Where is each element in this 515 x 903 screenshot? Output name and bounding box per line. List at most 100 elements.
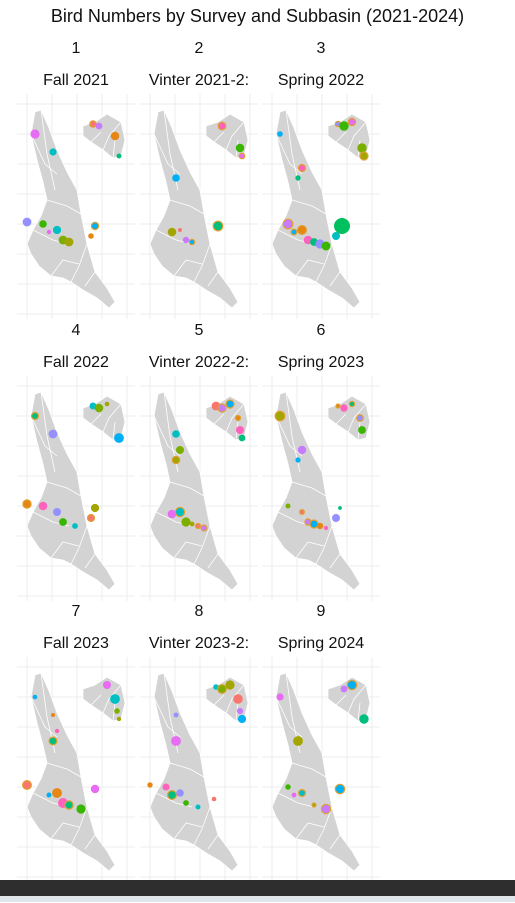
bird-count-marker bbox=[116, 716, 122, 722]
subbasin-boundary bbox=[347, 684, 367, 714]
bird-count-marker bbox=[90, 503, 100, 513]
subbasin-boundary bbox=[207, 834, 219, 850]
subbasin-boundary bbox=[169, 199, 205, 215]
bird-count-marker bbox=[323, 525, 329, 531]
subbasin-map bbox=[262, 94, 380, 319]
subbasin-boundary bbox=[213, 131, 225, 143]
subbasin-boundary bbox=[291, 481, 327, 497]
bird-count-marker bbox=[110, 131, 120, 141]
bird-count-marker bbox=[22, 499, 32, 509]
subbasin-boundary bbox=[84, 553, 96, 569]
subbasin-boundary bbox=[30, 133, 58, 175]
bird-count-marker bbox=[339, 121, 349, 131]
bird-count-marker bbox=[64, 237, 74, 247]
bird-count-marker bbox=[86, 513, 96, 523]
bird-count-marker bbox=[95, 122, 103, 130]
bird-count-marker bbox=[238, 434, 246, 442]
panel-survey-label: Vinter 2021-2: bbox=[148, 72, 250, 89]
figure-title: Bird Numbers by Survey and Subbasin (202… bbox=[50, 6, 465, 26]
subbasin-boundary bbox=[70, 525, 88, 565]
bird-count-marker bbox=[195, 804, 201, 810]
bird-count-marker bbox=[285, 503, 291, 509]
panel-number: 5 bbox=[194, 322, 204, 339]
subbasin-boundary bbox=[50, 259, 80, 277]
bird-count-marker bbox=[293, 736, 303, 746]
panel-survey-label: Fall 2021 bbox=[43, 72, 109, 89]
subbasin-boundary bbox=[329, 553, 341, 569]
subbasin-boundary bbox=[153, 696, 181, 738]
bird-count-marker bbox=[277, 131, 283, 137]
bird-count-marker-large bbox=[334, 218, 350, 234]
bird-count-marker bbox=[172, 174, 180, 182]
subbasin-boundary bbox=[112, 421, 116, 441]
bird-count-marker bbox=[21, 779, 33, 790]
subbasin-map bbox=[17, 94, 135, 319]
subbasin-boundary bbox=[84, 834, 96, 850]
subbasin-boundary bbox=[295, 822, 325, 840]
subbasin-boundary bbox=[50, 822, 80, 840]
panel-number: 9 bbox=[316, 603, 326, 620]
subbasin-boundary bbox=[329, 834, 341, 850]
bird-count-marker bbox=[338, 506, 342, 510]
subbasin-boundary bbox=[90, 131, 102, 143]
subbasin-boundary bbox=[112, 702, 116, 722]
bird-count-marker bbox=[174, 506, 186, 518]
bird-count-marker bbox=[334, 783, 346, 795]
bird-count-marker bbox=[358, 426, 366, 434]
bird-count-marker bbox=[30, 411, 40, 421]
subbasin-boundary bbox=[84, 271, 96, 287]
panel-8: 8 Vinter 2023-2: bbox=[140, 603, 258, 903]
bird-count-marker bbox=[114, 708, 120, 714]
bird-count-marker bbox=[285, 784, 291, 790]
subbasin-boundary bbox=[102, 684, 122, 714]
bird-count-marker bbox=[183, 800, 189, 806]
bird-count-marker bbox=[178, 228, 182, 232]
subbasin-boundary bbox=[295, 541, 325, 559]
bird-count-marker bbox=[311, 802, 317, 808]
bird-count-marker bbox=[51, 713, 55, 717]
panel-9: 9 Spring 2024 bbox=[262, 603, 380, 903]
bird-count-marker bbox=[332, 514, 340, 522]
bird-count-marker bbox=[295, 175, 301, 181]
bird-count-marker bbox=[234, 414, 242, 422]
subbasin-boundary bbox=[173, 541, 203, 559]
subbasin-boundary bbox=[30, 696, 58, 738]
footer-bar bbox=[0, 880, 515, 896]
bird-count-marker bbox=[321, 241, 331, 251]
bird-count-marker bbox=[188, 238, 196, 246]
subbasin-boundary bbox=[315, 806, 333, 846]
bird-count-marker bbox=[359, 151, 369, 161]
panel-number: 4 bbox=[71, 322, 81, 339]
main-basin-shape bbox=[149, 109, 239, 309]
subbasin-map bbox=[262, 376, 380, 601]
subbasin-boundary bbox=[40, 391, 56, 473]
subbasin-boundary bbox=[347, 121, 367, 151]
footer-strip bbox=[0, 896, 515, 902]
panel-number: 3 bbox=[316, 40, 326, 57]
subbasin-boundary bbox=[169, 762, 205, 778]
bird-count-marker bbox=[46, 792, 52, 798]
bird-count-marker bbox=[236, 707, 244, 715]
bird-count-marker bbox=[59, 518, 67, 526]
bird-count-marker bbox=[356, 414, 364, 422]
subbasin-boundary bbox=[46, 762, 82, 778]
subbasin-boundary bbox=[173, 259, 203, 277]
subbasin-map bbox=[17, 657, 135, 882]
subbasin-boundary bbox=[225, 121, 245, 151]
bird-count-marker bbox=[274, 410, 286, 422]
bird-count-marker bbox=[295, 457, 301, 463]
bird-count-marker bbox=[316, 522, 324, 530]
subbasin-boundary bbox=[295, 259, 325, 277]
bird-count-marker bbox=[167, 227, 177, 237]
bird-count-marker bbox=[110, 694, 120, 704]
subbasin-boundary bbox=[277, 792, 315, 808]
bird-count-marker bbox=[172, 430, 180, 438]
subbasin-boundary bbox=[207, 553, 219, 569]
panel-survey-label: Spring 2023 bbox=[277, 354, 365, 371]
bird-count-marker bbox=[182, 236, 190, 244]
bird-count-marker bbox=[90, 221, 100, 231]
panel-5: 5 Vinter 2022-2: bbox=[140, 322, 258, 622]
bird-count-marker bbox=[217, 121, 227, 131]
bird-count-marker bbox=[297, 445, 307, 455]
bird-count-marker bbox=[88, 233, 94, 239]
